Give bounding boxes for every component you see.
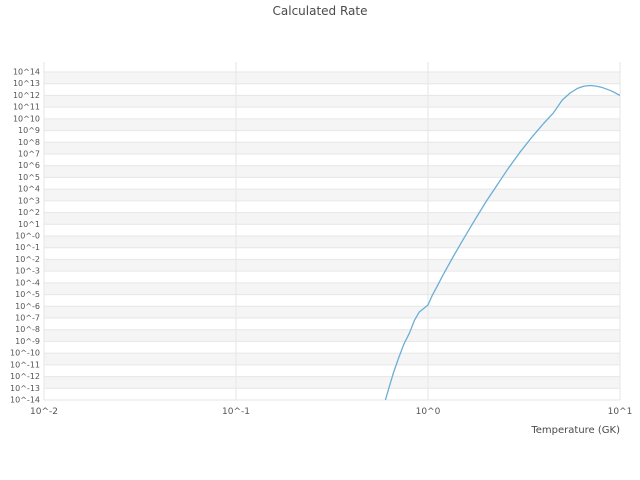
y-tick-label: 10^-13 [10,384,40,393]
grid-band [44,165,620,178]
y-tick-label: 10^5 [18,173,40,182]
y-tick-label: 10^-11 [10,360,40,369]
y-tick-labels: 10^14 10^13 10^12 10^11 10^10 10^9 10^8 10^7 10^… [10,68,40,405]
y-tick-label: 10^-8 [15,325,40,334]
y-tick-label: 10^13 [13,79,40,88]
y-tick-label: 10^-7 [15,314,40,323]
x-tick-labels: 10^-2 10^-1 10^0 10^1 [30,407,632,417]
grid-band [44,329,620,342]
grid-band [44,236,620,248]
x-tick-label: 10^1 [608,407,633,417]
y-tick-label: 10^-9 [15,337,40,346]
y-tick-label: 10^4 [18,185,40,194]
y-tick-label: 10^-12 [10,372,40,381]
grid-band [44,118,620,131]
y-tick-label: 10^3 [18,196,40,205]
grid-band [44,142,620,154]
y-tick-label: 10^9 [18,126,40,135]
x-tick-label: 10^0 [416,407,441,417]
grid-band [44,376,620,389]
x-axis-label: Temperature (GK) [531,425,620,436]
y-tick-label: 10^-1 [15,243,40,252]
grid-bands [44,72,620,389]
grid-band [44,212,620,225]
chart-title: Calculated Rate [272,4,368,18]
grid-band [44,353,620,365]
y-tick-label: 10^-5 [15,290,40,299]
y-tick-label: 10^-4 [15,278,40,287]
y-tick-label: 10^-0 [15,232,40,241]
gridlines-vertical [43,62,621,400]
grid-band [44,72,620,84]
y-tick-label: 10^-6 [15,302,40,311]
y-tick-label: 10^11 [13,103,40,112]
x-tick-label: 10^-2 [30,407,58,417]
grid-band [44,95,620,108]
y-tick-label: 10^1 [18,220,40,229]
grid-band [44,306,620,318]
x-tick-label: 10^-1 [222,407,250,417]
y-tick-label: 10^-14 [10,396,40,405]
y-tick-label: 10^7 [18,150,40,159]
y-tick-label: 10^8 [18,138,40,147]
y-tick-label: 10^-2 [15,255,40,264]
rate-curve [384,84,620,400]
y-tick-label: 10^14 [13,68,40,77]
grid-band [44,259,620,272]
y-tick-label: 10^10 [13,114,40,123]
y-tick-label: 10^-10 [10,349,40,358]
y-tick-label: 10^12 [13,91,40,100]
grid-band [44,189,620,201]
y-tick-label: 10^6 [18,161,40,170]
gridlines-horizontal [44,71,620,401]
y-tick-label: 10^2 [18,208,40,217]
y-tick-label: 10^-3 [15,267,40,276]
grid-band [44,282,620,295]
